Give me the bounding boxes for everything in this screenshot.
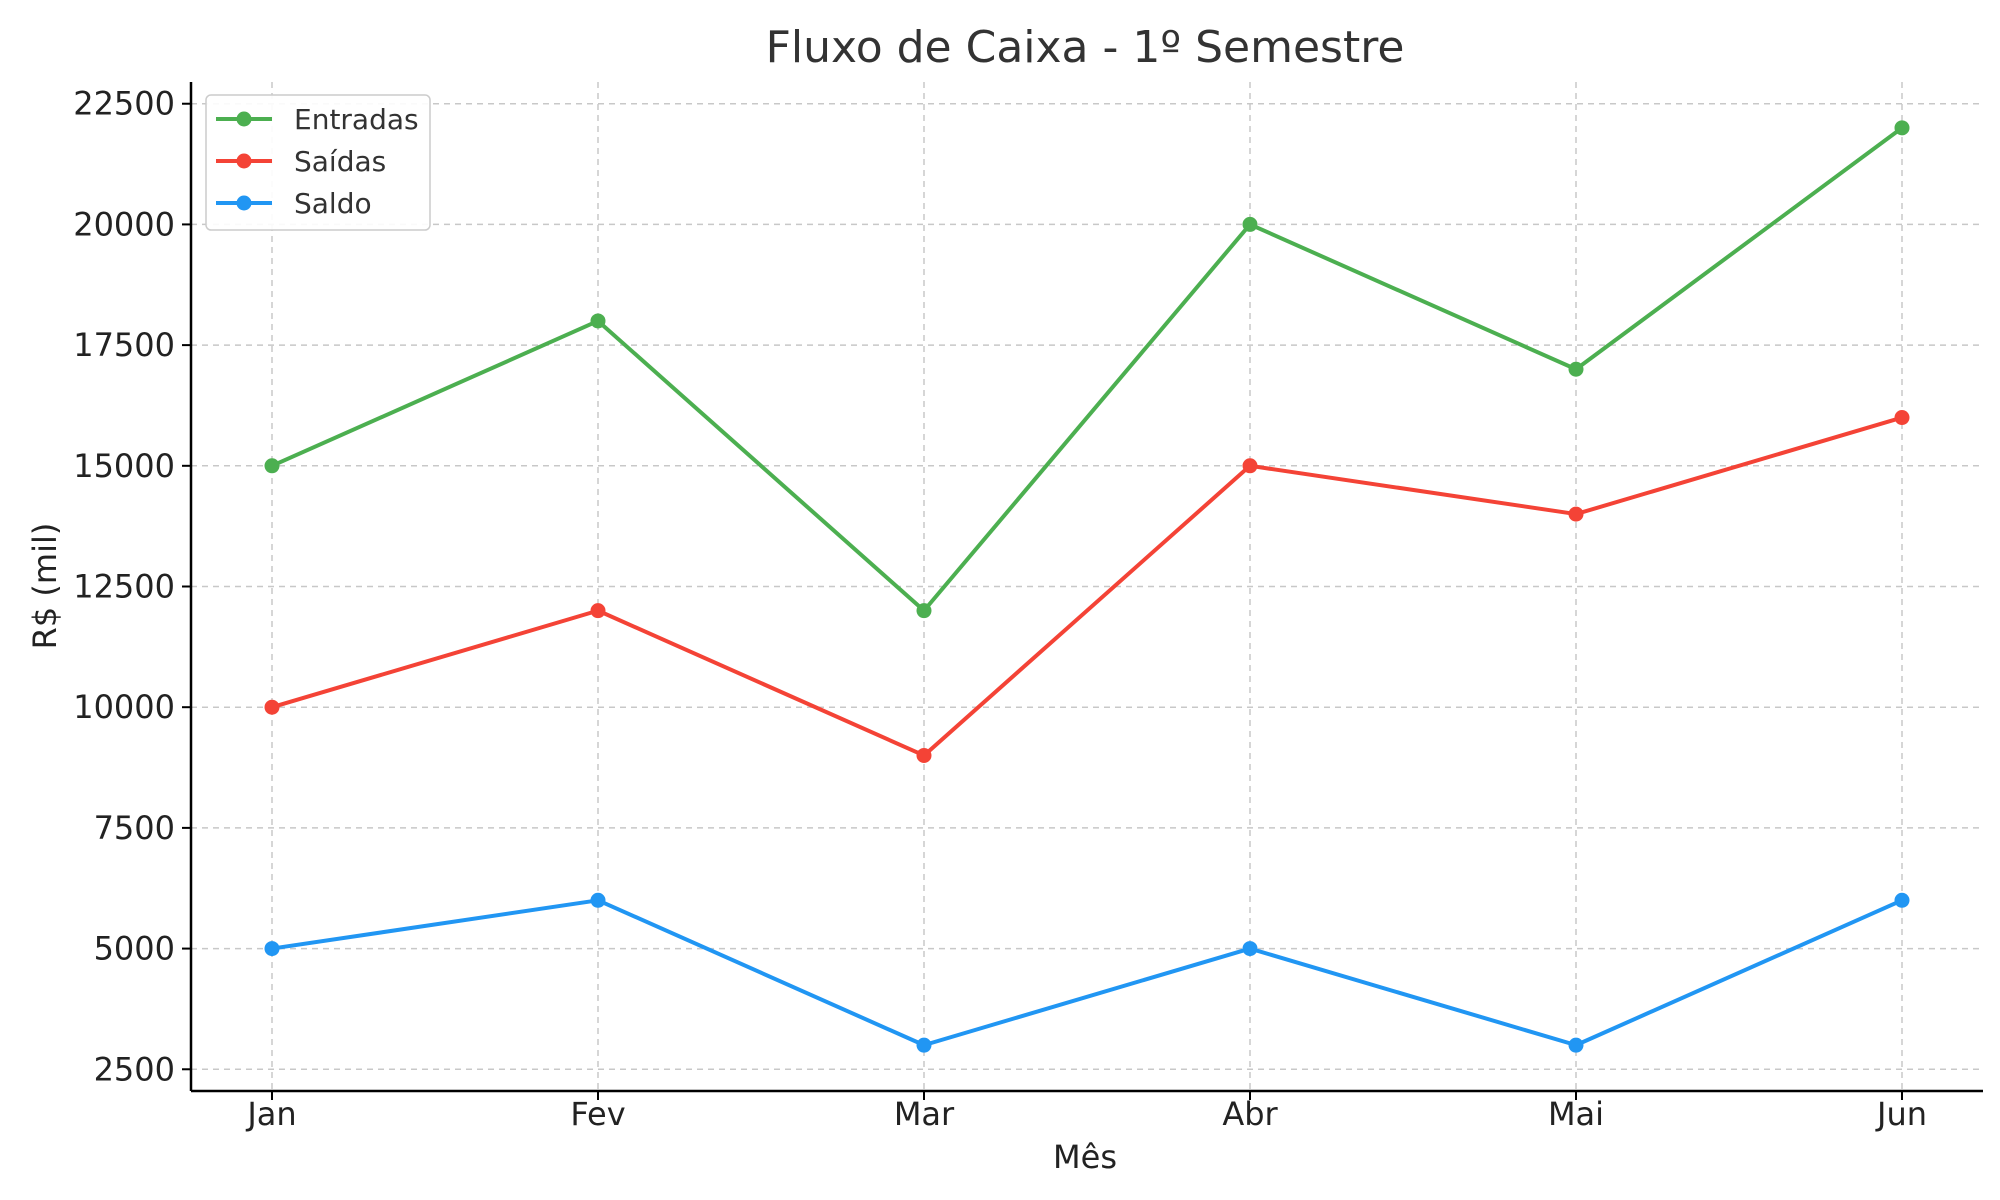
data-point-saidas — [1568, 506, 1584, 522]
data-point-entradas — [1568, 361, 1584, 377]
y-tick-label: 5000 — [94, 930, 175, 968]
y-tick-label: 2500 — [94, 1050, 175, 1088]
data-point-saldo — [1242, 941, 1258, 957]
x-tick-label: Jun — [1875, 1095, 1927, 1133]
data-point-entradas — [264, 458, 280, 474]
data-point-saidas — [264, 699, 280, 715]
y-tick-label: 22500 — [73, 85, 175, 123]
series-saldo — [264, 892, 1910, 1053]
x-tick-label: Fev — [570, 1095, 625, 1133]
x-tick-label: Abr — [1222, 1095, 1278, 1133]
series-line-entradas — [271, 126, 1904, 613]
data-point-entradas — [916, 603, 932, 619]
data-point-saldo — [1568, 1037, 1584, 1053]
legend-item-saldo: Saldo — [216, 187, 372, 220]
chart-title: Fluxo de Caixa - 1º Semestre — [766, 22, 1405, 73]
x-tick-label: Jan — [245, 1095, 296, 1133]
grid — [191, 82, 1983, 1091]
legend-label: Saldo — [294, 187, 372, 220]
legend-box — [205, 94, 431, 231]
legend-swatch-marker — [236, 153, 252, 169]
y-tick-label: 17500 — [73, 326, 175, 364]
legend-label: Entradas — [294, 103, 419, 136]
data-point-saldo — [264, 941, 280, 957]
x-ticks: Jan Fev Mar Abr Mai Jun — [245, 1091, 1927, 1133]
series-line-saidas — [271, 415, 1903, 758]
series-lines — [264, 120, 1910, 1053]
legend-item-saidas: Saídas — [216, 145, 386, 178]
data-point-saldo — [1894, 892, 1910, 908]
data-point-saldo — [916, 1037, 932, 1053]
data-point-saidas — [916, 747, 932, 763]
data-point-entradas — [1242, 216, 1258, 232]
data-point-saidas — [1242, 458, 1258, 474]
x-axis-label: Mês — [1053, 1138, 1117, 1176]
y-tick-label: 10000 — [73, 688, 175, 726]
legend-swatch-marker — [236, 111, 252, 127]
data-point-entradas — [1894, 120, 1910, 136]
y-tick-label: 12500 — [73, 568, 175, 606]
series-line-saldo — [271, 898, 1903, 1048]
data-point-saidas — [1894, 410, 1910, 426]
x-tick-label: Mar — [894, 1095, 955, 1133]
legend-swatch-marker — [236, 195, 252, 211]
data-point-entradas — [590, 313, 606, 329]
legend: Entradas Saídas Saldo — [205, 94, 431, 231]
y-tick-label: 7500 — [94, 809, 175, 847]
series-entradas — [264, 120, 1910, 619]
legend-item-entradas: Entradas — [216, 103, 419, 136]
data-point-saldo — [590, 892, 606, 908]
y-axis-label: R$ (mil) — [26, 523, 64, 650]
y-tick-label: 15000 — [73, 447, 175, 485]
data-point-saidas — [590, 603, 606, 619]
series-saidas — [264, 410, 1910, 763]
legend-label: Saídas — [294, 145, 386, 178]
x-tick-label: Mai — [1548, 1095, 1604, 1133]
y-tick-label: 20000 — [73, 205, 175, 243]
y-ticks: 2500 5000 7500 10000 12500 15000 17500 20000 225… — [73, 85, 191, 1088]
